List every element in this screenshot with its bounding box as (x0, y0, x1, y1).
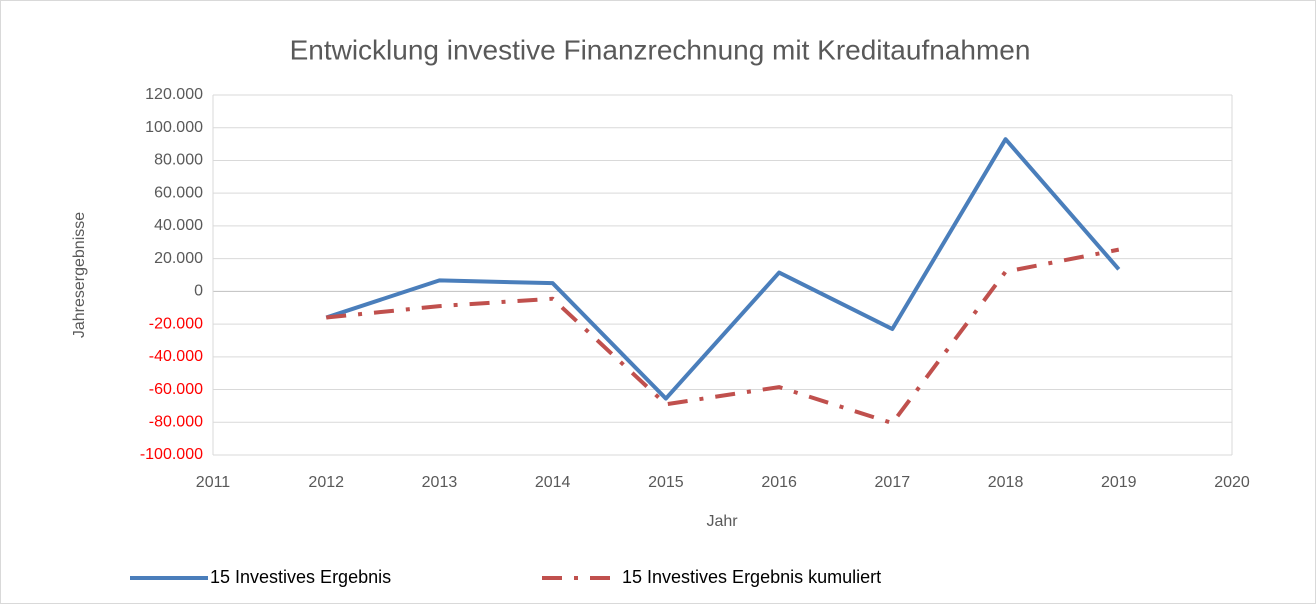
series-line (325, 137, 1121, 401)
legend-label: 15 Investives Ergebnis (210, 567, 391, 587)
y-tick-label: 0 (194, 283, 203, 300)
x-tick-label: 2017 (875, 474, 911, 491)
x-tick-label: 2020 (1214, 474, 1250, 491)
y-tick-label: -40.000 (149, 348, 203, 365)
x-tick-label: 2013 (422, 474, 458, 491)
y-tick-label: 40.000 (154, 217, 203, 234)
series-line (326, 247, 1120, 426)
x-tick-label: 2014 (535, 474, 571, 491)
y-tick-label: -100.000 (140, 446, 203, 463)
chart-title: Entwicklung investive Finanzrechnung mit… (290, 34, 1031, 65)
x-tick-label: 2018 (988, 474, 1024, 491)
y-tick-label: 20.000 (154, 250, 203, 267)
y-tick-label: -60.000 (149, 381, 203, 398)
y-tick-label: 60.000 (154, 184, 203, 201)
legend-label: 15 Investives Ergebnis kumuliert (622, 567, 881, 587)
x-tick-label: 2015 (648, 474, 684, 491)
x-tick-label: 2016 (761, 474, 797, 491)
x-axis-label: Jahr (706, 513, 738, 530)
y-axis-label: Jahresergebnisse (71, 212, 88, 338)
x-tick-label: 2019 (1101, 474, 1137, 491)
y-tick-label: 120.000 (145, 86, 203, 103)
y-tick-label: 80.000 (154, 152, 203, 169)
y-tick-label: -20.000 (149, 315, 203, 332)
y-tick-label: -80.000 (149, 413, 203, 430)
x-tick-label: 2012 (308, 474, 344, 491)
y-tick-label: 100.000 (145, 119, 203, 136)
x-tick-label: 2011 (196, 474, 231, 491)
